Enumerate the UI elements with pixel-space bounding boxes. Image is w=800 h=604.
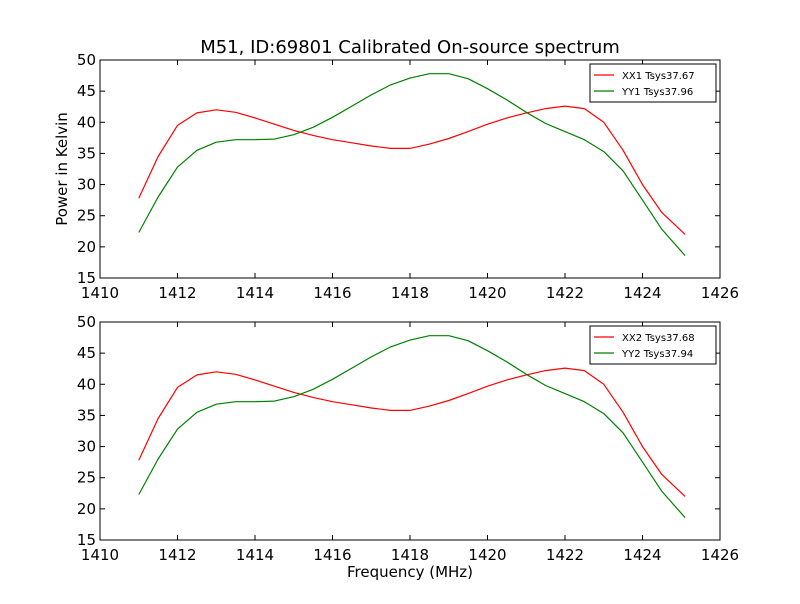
y-tick-label: 30 (77, 438, 96, 456)
y-tick-label: 50 (77, 313, 96, 331)
y-tick-label: 30 (77, 176, 96, 194)
y-tick-label: 25 (77, 469, 96, 487)
series-line-1-2 (138, 73, 686, 256)
y-tick-label: 45 (77, 82, 96, 100)
x-tick-label: 1418 (391, 284, 429, 302)
legend-2: XX2 Tsys37.68 YY2 Tsys37.94 (589, 325, 717, 365)
panel-2: 1410 1412 1414 1416 1418 1420 1422 1424 1426 15 20… (77, 313, 739, 564)
series-line-1-1 (138, 105, 686, 235)
y-tick-label: 20 (77, 500, 96, 518)
x-tick-label: 1414 (236, 546, 274, 564)
x-tick-label: 1412 (158, 284, 196, 302)
x-tick-label: 1416 (313, 546, 351, 564)
chart-title: M51, ID:69801 Calibrated On-source spect… (200, 37, 620, 58)
x-tick-label: 1422 (546, 284, 584, 302)
series-line-2-2 (138, 335, 686, 518)
legend-label: YY2 Tsys37.94 (621, 349, 693, 360)
y-tick-label: 40 (77, 113, 96, 131)
x-tick-label: 1424 (623, 284, 661, 302)
x-tick-label: 1420 (468, 284, 506, 302)
y-tick-label: 20 (77, 238, 96, 256)
legend-label: XX1 Tsys37.67 (622, 71, 695, 82)
legend-box (589, 63, 717, 103)
x-axis-label: Frequency (MHz) (347, 563, 473, 581)
y-tick-label: 15 (77, 531, 96, 549)
legend-1: XX1 Tsys37.67 YY1 Tsys37.96 (589, 63, 717, 103)
x-tick-label: 1414 (236, 284, 274, 302)
x-tick-label: 1412 (158, 546, 196, 564)
y-tick-label: 25 (77, 207, 96, 225)
series-line-2-1 (138, 367, 686, 497)
y-axis-label-top: Power in Kelvin (53, 112, 71, 226)
y-tick-label: 45 (77, 344, 96, 362)
x-tick-label: 1426 (701, 284, 739, 302)
x-tick-label: 1426 (701, 546, 739, 564)
y-tick-label: 15 (77, 269, 96, 287)
legend-label: YY1 Tsys37.96 (621, 87, 693, 98)
y-tick-label: 50 (77, 51, 96, 69)
legend-label: XX2 Tsys37.68 (622, 333, 695, 344)
x-tick-label: 1410 (81, 284, 119, 302)
x-tick-label: 1410 (81, 546, 119, 564)
x-tick-label: 1424 (623, 546, 661, 564)
x-tick-label: 1416 (313, 284, 351, 302)
x-tick-label: 1422 (546, 546, 584, 564)
panel-1: 1410 1412 1414 1416 1418 1420 1422 1424 1426 15 20… (77, 51, 739, 302)
x-tick-label: 1418 (391, 546, 429, 564)
y-tick-label: 35 (77, 406, 96, 424)
y-tick-label: 40 (77, 375, 96, 393)
y-tick-label: 35 (77, 144, 96, 162)
legend-box (589, 325, 717, 365)
x-tick-label: 1420 (468, 546, 506, 564)
